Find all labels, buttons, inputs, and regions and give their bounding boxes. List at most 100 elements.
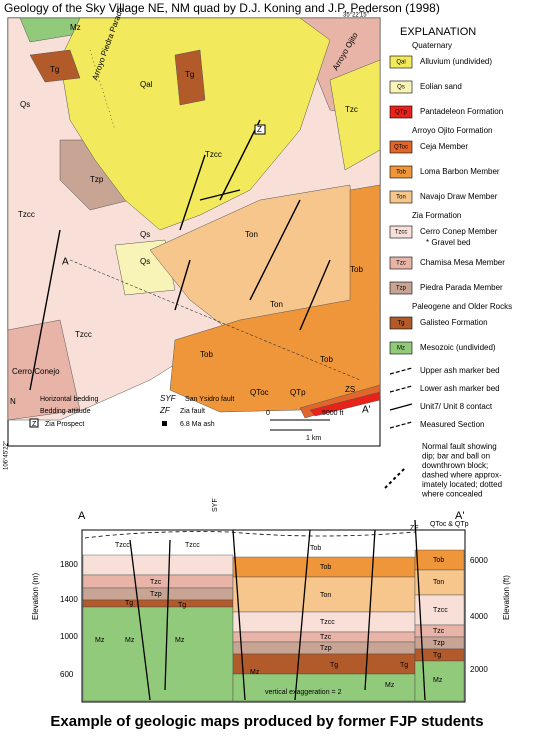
section-label: Ton [433,579,444,586]
unit-area [329,59,381,171]
legend-code: Tzp [396,286,407,292]
legend-swatch [389,256,413,270]
legend-symbol [389,403,413,411]
tick-label: 1000 [60,632,78,641]
legend-name: Navajo Draw Member [420,192,498,201]
legend-code: Ton [396,195,406,201]
section-label: Tob [310,545,321,552]
legend-symbol [389,367,413,375]
section-layer [82,599,234,608]
legend-swatch [389,80,413,94]
section-end: A [78,510,86,522]
scale-label: 5000 ft [322,410,343,417]
map-label: Qal [140,80,153,89]
section-layer [232,576,416,613]
legend-fault-text: Normal fault showing [422,442,497,451]
legend-symbol-text: Measured Section [420,420,484,429]
key-text: Zia Prospect [45,421,84,428]
section-note: vertical exaggeration = 2 [265,689,342,696]
section-line [69,259,361,381]
map-label: Qs [20,100,30,109]
map [7,17,381,447]
legend-code: Tzcc [395,230,408,236]
legend-code: Tob [396,170,406,176]
scale-label: 1 km [306,435,321,442]
scale-label: 0 [266,410,270,417]
legend-group: Quaternary [412,41,452,50]
section-label: Ton [320,592,331,599]
section-end: A' [455,510,464,522]
section-layer [82,606,234,702]
legend-group: Zia Formation [412,211,461,220]
zia-box [254,124,266,135]
section-fault [414,519,426,701]
legend-symbol-text: Upper ash marker bed [420,366,500,375]
map-label: Ton [245,230,258,239]
map-label: A' [362,405,371,416]
ash-mark [162,421,167,426]
legend-swatch [389,165,413,179]
cross-section: A A' SYF ZF QToc & QTp Elevation (m) Ele… [31,498,511,703]
key-text: Bedding attitude [40,408,91,415]
section-label: Mz [250,669,260,676]
section-label: Mz [95,637,105,644]
unit-area [29,49,81,83]
map-label: Tzcc [205,150,222,159]
coord: 35°22'15" [343,13,369,19]
fault-label: SYF [212,498,219,512]
legend-name: Ceja Member [420,142,468,151]
map-label: QTp [290,388,306,397]
legend-code: Qal [396,60,405,66]
unit-area [174,49,206,106]
tick-label: 6000 [470,556,488,565]
section-label: Tg [433,652,441,659]
unit-area [309,391,381,417]
north-arrow: N [10,397,16,406]
legend-symbol [389,385,413,393]
key-text: Z [32,421,37,428]
tick-label: 4000 [470,612,488,621]
legend-swatch [389,225,413,239]
section-label: Tg [178,602,186,609]
tick-label: 600 [60,670,74,679]
map-label: QToc [250,388,269,397]
key-box [29,418,39,428]
section-label: Tzp [433,640,445,647]
legend-symbol-text: Lower ash marker bed [420,384,500,393]
map-label: Tob [200,350,213,359]
legend-name: Cerro Conep Member [420,227,498,236]
section-fault [164,539,171,691]
section-label: Mz [385,682,395,689]
caption: Example of geologic maps produced by for… [50,713,483,730]
section-topline [84,531,416,539]
section-note: QToc & QTp [430,521,469,528]
key-text: Zia fault [180,408,205,415]
legend-swatch [389,190,413,204]
legend-fault-text: imately located; dotted [422,480,502,489]
legend-symbol [389,421,413,429]
section-layer [232,653,416,675]
map-label: A [62,257,69,268]
map-label: Tob [350,265,363,274]
legend-name: Eolian sand [420,82,462,91]
section-label: Tzp [320,645,332,652]
unit-area [169,184,381,413]
legend-swatch [389,105,413,119]
section-fault [232,529,246,701]
section-label: Tg [400,662,408,669]
section-fault [294,529,311,701]
legend-fault-text: dip; bar and ball on [422,452,490,461]
unit-area [59,17,331,231]
map-label: Tg [185,70,194,79]
key-text: Horizontal bedding [40,396,98,403]
map-key: Horizontal bedding Bedding attitude Z Zi… [10,394,343,442]
map-label: Ton [270,300,283,309]
section-label: Tzcc [185,542,200,549]
legend-swatch [389,55,413,69]
fault-label: ZF [410,525,419,532]
legend-fault-text: dashed where approx- [422,471,502,480]
tick-label: 2000 [470,665,488,674]
key-text: SYF [160,394,177,403]
legend-name: Piedra Parada Member [420,283,503,292]
